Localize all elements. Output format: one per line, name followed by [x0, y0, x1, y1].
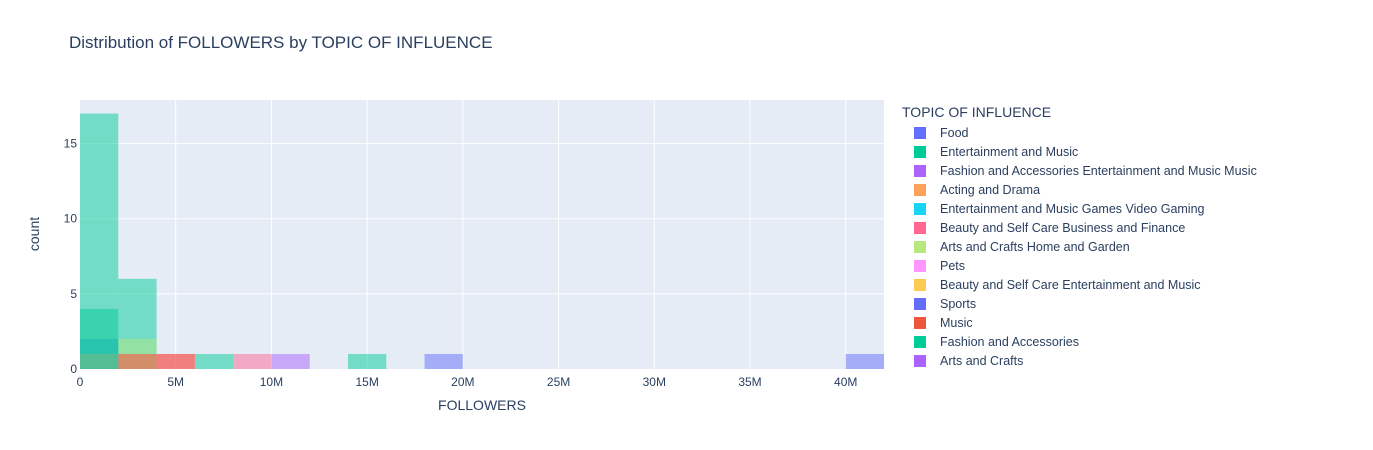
legend-label: Fashion and Accessories Entertainment an…: [940, 163, 1257, 178]
legend-label: Entertainment and Music: [940, 144, 1079, 159]
legend-item[interactable]: Sports: [902, 294, 1257, 313]
bar-music[interactable]: [118, 353, 157, 369]
legend-item[interactable]: Entertainment and Music: [902, 142, 1257, 161]
legend-swatch: [914, 259, 926, 272]
legend-label: Music: [940, 315, 973, 330]
y-tick-labels: 0 5 10 15: [64, 137, 78, 376]
x-tick-labels: 0 5M 10M 15M 20M 25M 30M 35M 40M: [77, 375, 858, 389]
bar-fashion-and-accessories[interactable]: [80, 308, 119, 369]
x-tick-label: 10M: [260, 375, 283, 389]
bar-beauty-and-self-care-business-and-finance[interactable]: [233, 353, 272, 369]
chart-title: Distribution of FOLLOWERS by TOPIC OF IN…: [69, 33, 493, 52]
legend-item[interactable]: Beauty and Self Care Entertainment and M…: [902, 275, 1257, 294]
legend-label: Arts and Crafts: [940, 353, 1024, 368]
x-tick-label: 30M: [643, 375, 666, 389]
legend-item[interactable]: Entertainment and Music Games Video Gami…: [902, 199, 1257, 218]
x-tick-label: 20M: [451, 375, 474, 389]
x-tick-label: 5M: [167, 375, 184, 389]
legend-item[interactable]: Pets: [902, 256, 1257, 275]
legend-label: Beauty and Self Care Entertainment and M…: [940, 277, 1201, 292]
legend-item[interactable]: Arts and Crafts Home and Garden: [902, 237, 1257, 256]
legend: TOPIC OF INFLUENCE Food Entertainment and…: [902, 104, 1257, 370]
legend-swatch: [914, 297, 926, 310]
y-axis-label: count: [26, 217, 42, 251]
x-tick-label: 25M: [547, 375, 570, 389]
legend-label: Beauty and Self Care Business and Financ…: [940, 220, 1186, 235]
legend-item[interactable]: Fashion and Accessories Entertainment an…: [902, 161, 1257, 180]
legend-item[interactable]: Music: [902, 313, 1257, 332]
y-tick-label: 5: [70, 287, 77, 301]
x-tick-label: 15M: [355, 375, 378, 389]
plot-area: [80, 100, 884, 369]
legend-title: TOPIC OF INFLUENCE: [902, 104, 1052, 120]
legend-item[interactable]: Arts and Crafts: [902, 351, 1257, 370]
legend-swatch: [914, 316, 926, 329]
legend-swatch: [914, 240, 926, 253]
legend-label: Acting and Drama: [940, 182, 1041, 197]
legend-label: Sports: [940, 296, 977, 311]
y-tick-label: 10: [64, 212, 78, 226]
bars: [80, 113, 884, 369]
legend-label: Arts and Crafts Home and Garden: [940, 239, 1130, 254]
legend-item[interactable]: Fashion and Accessories: [902, 332, 1257, 351]
bar-food[interactable]: [424, 353, 463, 369]
legend-swatch: [914, 164, 926, 177]
legend-swatch: [914, 183, 926, 196]
legend-label: Fashion and Accessories: [940, 334, 1079, 349]
legend-swatch: [914, 335, 926, 348]
legend-label: Food: [940, 125, 969, 140]
y-tick-label: 15: [64, 137, 78, 151]
legend-swatch: [914, 278, 926, 291]
x-tick-label: 0: [77, 375, 84, 389]
legend-label: Entertainment and Music Games Video Gami…: [940, 201, 1205, 216]
legend-item[interactable]: Acting and Drama: [902, 180, 1257, 199]
bar-fashion-and-accessories-entertainment-and-music-music[interactable]: [271, 353, 310, 369]
legend-item[interactable]: Beauty and Self Care Business and Financ…: [902, 218, 1257, 237]
y-tick-label: 0: [70, 362, 77, 376]
bar-entertainment-and-music[interactable]: [348, 353, 387, 369]
legend-item[interactable]: Food: [902, 123, 1257, 142]
bar-music[interactable]: [156, 353, 195, 369]
x-tick-label: 35M: [738, 375, 761, 389]
legend-swatch: [914, 202, 926, 215]
legend-swatch: [914, 221, 926, 234]
bar-entertainment-and-music[interactable]: [194, 353, 234, 369]
legend-swatch: [914, 354, 926, 367]
legend-label: Pets: [940, 258, 966, 273]
legend-swatch: [914, 145, 926, 158]
x-tick-label: 40M: [834, 375, 857, 389]
bar-food[interactable]: [845, 353, 884, 369]
x-axis-label: FOLLOWERS: [438, 397, 526, 413]
legend-swatch: [914, 126, 926, 139]
gridlines: [80, 100, 884, 369]
